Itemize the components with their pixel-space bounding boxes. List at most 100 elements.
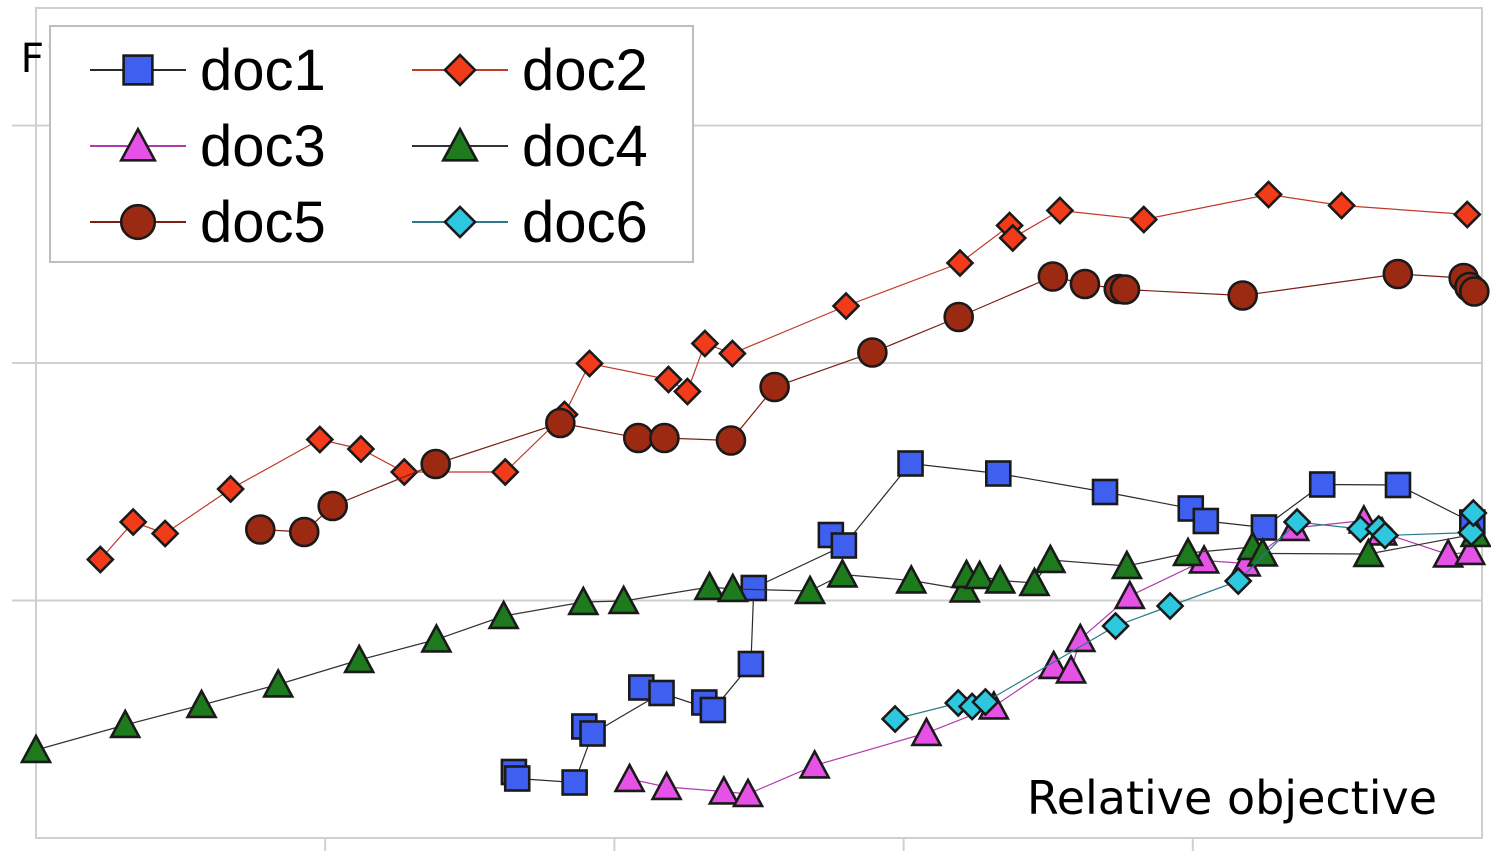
data-point [648, 679, 675, 707]
data-point [305, 425, 335, 454]
data-point [895, 563, 928, 594]
data-point [1034, 543, 1067, 574]
data-point [673, 377, 702, 406]
series-layer [19, 180, 1491, 808]
data-point [880, 704, 910, 734]
data-point [1458, 498, 1488, 528]
legend-item-doc1: doc1 [90, 38, 326, 103]
data-point [487, 599, 520, 630]
data-point [1227, 280, 1258, 311]
series-doc2 [86, 180, 1482, 574]
data-point [216, 474, 245, 504]
plot-frame [35, 7, 1483, 839]
x-axis-label: Relative objective [1027, 771, 1437, 825]
series-line-doc5 [260, 273, 1475, 533]
x-axis-ticks [324, 838, 1194, 851]
data-point [718, 339, 747, 368]
data-point [943, 301, 974, 333]
data-point [654, 365, 683, 394]
data-point [740, 574, 768, 602]
data-point [622, 422, 654, 454]
data-point [503, 765, 531, 792]
data-point [1250, 514, 1278, 541]
data-point [971, 687, 1000, 717]
data-point [613, 762, 646, 793]
data-point [693, 570, 726, 601]
series-line-doc1 [517, 462, 1473, 784]
data-point [118, 507, 148, 537]
legend-label: doc4 [522, 114, 648, 179]
data-point [1129, 205, 1159, 234]
data-point [150, 519, 180, 548]
data-point [1459, 276, 1490, 307]
data-point [1282, 507, 1312, 537]
legend-label: doc2 [522, 38, 648, 103]
data-point [699, 696, 727, 724]
legend-marker [119, 126, 157, 162]
data-point [1064, 622, 1097, 653]
data-point [1223, 566, 1253, 596]
data-point [1037, 649, 1070, 680]
data-point [1384, 471, 1412, 499]
data-point [963, 559, 996, 590]
data-point [707, 774, 741, 805]
legend-marker [443, 53, 477, 87]
legend-label: doc5 [200, 190, 326, 255]
data-point [1045, 196, 1075, 225]
data-point [109, 708, 142, 739]
data-point [607, 584, 640, 615]
data-point [759, 371, 790, 403]
data-point [945, 248, 975, 278]
legend-item-doc5: doc5 [90, 190, 326, 255]
data-point [910, 716, 943, 747]
data-point [830, 532, 858, 559]
data-point [857, 337, 888, 368]
series-doc6 [880, 498, 1488, 734]
data-point [1037, 261, 1069, 292]
data-point [185, 688, 218, 719]
series-doc1 [500, 450, 1486, 796]
data-point [1171, 536, 1205, 567]
data-point [317, 490, 349, 522]
legend: doc1 doc2 doc3 doc4 doc5 doc6 [49, 25, 694, 263]
data-point [389, 457, 419, 487]
data-point [1091, 478, 1119, 506]
data-point [650, 770, 683, 801]
data-point [1308, 471, 1336, 498]
legend-item-doc4: doc4 [412, 114, 648, 179]
data-point [649, 422, 680, 454]
data-point [897, 450, 924, 477]
data-point [984, 563, 1017, 594]
legend-marker [122, 54, 154, 86]
data-point [1453, 535, 1487, 566]
data-point [715, 425, 747, 456]
data-point [831, 291, 861, 321]
data-point [343, 643, 376, 674]
series-doc4 [19, 517, 1491, 764]
data-point [716, 572, 750, 603]
data-point [1018, 566, 1051, 597]
data-point [346, 434, 376, 464]
legend-item-doc2: doc2 [412, 38, 648, 103]
legend-marker [119, 203, 157, 241]
data-point [1370, 521, 1400, 550]
data-point [244, 514, 276, 545]
data-point [1109, 274, 1141, 305]
data-point [579, 720, 606, 747]
data-point [575, 349, 604, 378]
data-point [1352, 537, 1385, 568]
data-point [793, 574, 827, 605]
data-point [1113, 579, 1146, 610]
data-point [690, 329, 720, 358]
data-point [737, 650, 765, 678]
data-point [490, 457, 520, 487]
data-point [985, 460, 1012, 487]
legend-label: doc3 [200, 114, 326, 179]
data-point [567, 585, 600, 616]
data-point [420, 622, 453, 653]
data-point [19, 733, 53, 764]
data-point [1457, 518, 1486, 547]
data-point [826, 557, 859, 588]
data-point [798, 748, 831, 779]
data-point [1382, 258, 1414, 290]
